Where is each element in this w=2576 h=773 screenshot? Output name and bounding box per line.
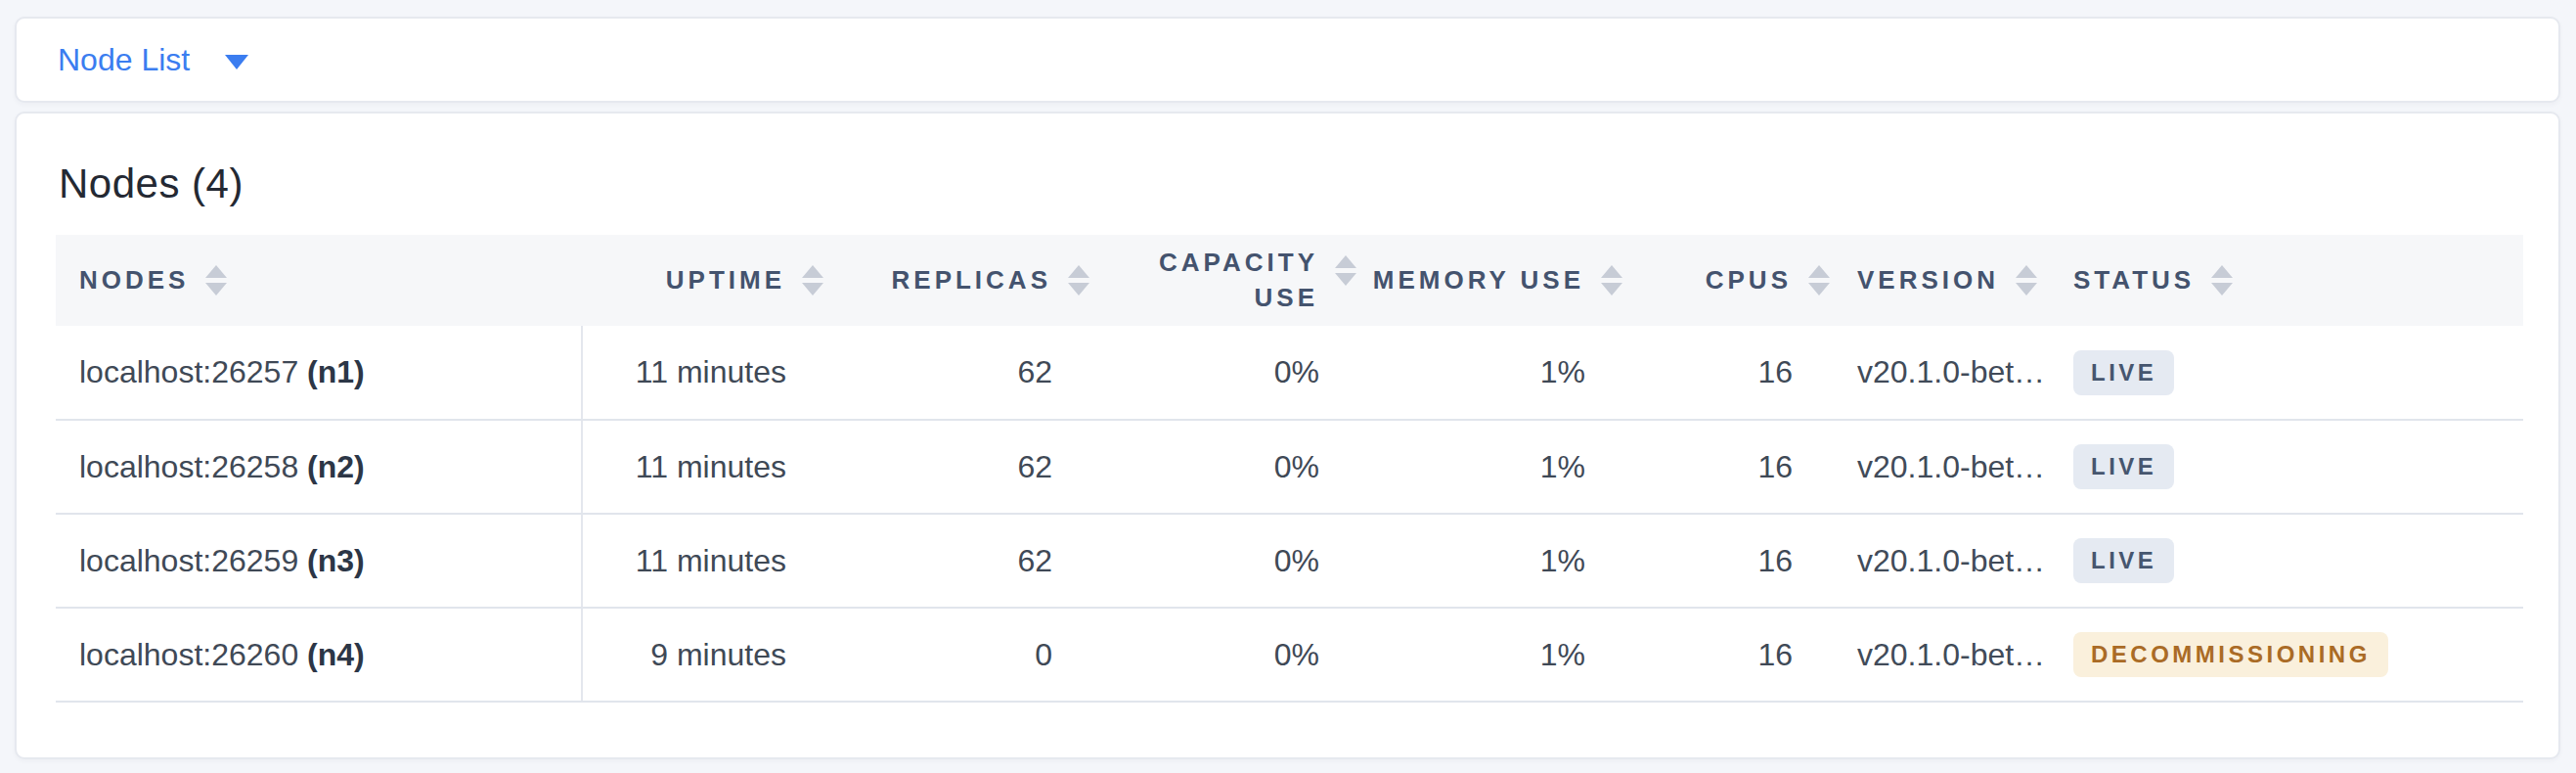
memory-use-cell: 1% [1356, 608, 1622, 702]
column-label: UPTIME [666, 265, 785, 296]
memory-use-cell: 1% [1356, 420, 1622, 514]
sort-icon [1808, 265, 1830, 296]
sort-icon [205, 265, 227, 296]
column-label: MEMORY USE [1373, 265, 1584, 296]
column-label: VERSION [1857, 265, 1999, 296]
capacity-use-cell: 0% [1089, 326, 1356, 420]
cpus-cell: 16 [1622, 420, 1830, 514]
column-header-nodes[interactable]: NODES [56, 235, 582, 326]
column-label: REPLICAS [892, 265, 1051, 296]
status-badge: LIVE [2073, 444, 2174, 489]
capacity-use-cell: 0% [1089, 514, 1356, 608]
status-badge: LIVE [2073, 350, 2174, 395]
node-id: (n2) [307, 449, 365, 484]
node-address-cell: localhost:26257 (n1) [56, 326, 582, 420]
version-cell: v20.1.0-bet… [1830, 420, 2069, 514]
page-title: Nodes (4) [59, 160, 2519, 207]
table-body: localhost:26257 (n1) 11 minutes 62 0% 1%… [56, 326, 2523, 702]
replicas-cell: 62 [823, 420, 1089, 514]
node-address-cell: localhost:26260 (n4) [56, 608, 582, 702]
caret-down-icon [225, 55, 248, 69]
column-header-capacity-use[interactable]: CAPACITY USE [1089, 235, 1356, 326]
column-header-memory-use[interactable]: MEMORY USE [1356, 235, 1622, 326]
status-cell: LIVE [2069, 514, 2523, 608]
sort-icon [1068, 265, 1089, 296]
table-header-row: NODES UPTIME REPLICAS [56, 235, 2523, 326]
replicas-cell: 62 [823, 326, 1089, 420]
status-badge: DECOMMISSIONING [2073, 632, 2388, 677]
capacity-use-cell: 0% [1089, 420, 1356, 514]
sort-icon [802, 265, 823, 296]
node-address: localhost:26260 [79, 637, 298, 672]
column-label: CPUS [1706, 265, 1792, 296]
column-label: STATUS [2073, 265, 2195, 296]
node-address: localhost:26259 [79, 543, 298, 578]
table-row-node-3: localhost:26259 (n3) 11 minutes 62 0% 1%… [56, 514, 2523, 608]
status-badge: LIVE [2073, 538, 2174, 583]
nodes-panel: Nodes (4) NODES UPTIME [15, 112, 2560, 759]
uptime-cell: 11 minutes [582, 420, 823, 514]
uptime-cell: 11 minutes [582, 514, 823, 608]
column-header-version[interactable]: VERSION [1830, 235, 2069, 326]
cpus-cell: 16 [1622, 514, 1830, 608]
column-header-cpus[interactable]: CPUS [1622, 235, 1830, 326]
cpus-cell: 16 [1622, 326, 1830, 420]
table-row-node-4: localhost:26260 (n4) 9 minutes 0 0% 1% 1… [56, 608, 2523, 702]
version-cell: v20.1.0-bet… [1830, 326, 2069, 420]
sort-icon [1335, 255, 1356, 286]
node-id: (n4) [307, 637, 365, 672]
sort-icon [1601, 265, 1622, 296]
view-selector-bar: Node List [15, 17, 2560, 103]
uptime-cell: 9 minutes [582, 608, 823, 702]
uptime-cell: 11 minutes [582, 326, 823, 420]
status-cell: LIVE [2069, 420, 2523, 514]
column-header-replicas[interactable]: REPLICAS [823, 235, 1089, 326]
view-selector-label: Node List [58, 42, 190, 78]
table-header: NODES UPTIME REPLICAS [56, 235, 2523, 326]
node-address-cell: localhost:26258 (n2) [56, 420, 582, 514]
node-id: (n1) [307, 354, 365, 389]
sort-icon [2016, 265, 2037, 296]
node-id: (n3) [307, 543, 365, 578]
table-row-node-2: localhost:26258 (n2) 11 minutes 62 0% 1%… [56, 420, 2523, 514]
column-header-uptime[interactable]: UPTIME [582, 235, 823, 326]
node-address: localhost:26257 [79, 354, 298, 389]
replicas-cell: 0 [823, 608, 1089, 702]
table-row-node-1: localhost:26257 (n1) 11 minutes 62 0% 1%… [56, 326, 2523, 420]
nodes-table: NODES UPTIME REPLICAS [56, 235, 2523, 703]
memory-use-cell: 1% [1356, 514, 1622, 608]
capacity-use-cell: 0% [1089, 608, 1356, 702]
version-cell: v20.1.0-bet… [1830, 608, 2069, 702]
node-address: localhost:26258 [79, 449, 298, 484]
version-cell: v20.1.0-bet… [1830, 514, 2069, 608]
memory-use-cell: 1% [1356, 326, 1622, 420]
sort-icon [2211, 265, 2233, 296]
column-label: CAPACITY USE [1150, 246, 1318, 314]
column-label: NODES [79, 265, 189, 296]
status-cell: LIVE [2069, 326, 2523, 420]
replicas-cell: 62 [823, 514, 1089, 608]
node-address-cell: localhost:26259 (n3) [56, 514, 582, 608]
view-selector-dropdown[interactable]: Node List [58, 42, 248, 78]
cpus-cell: 16 [1622, 608, 1830, 702]
status-cell: DECOMMISSIONING [2069, 608, 2523, 702]
column-header-status[interactable]: STATUS [2069, 235, 2523, 326]
